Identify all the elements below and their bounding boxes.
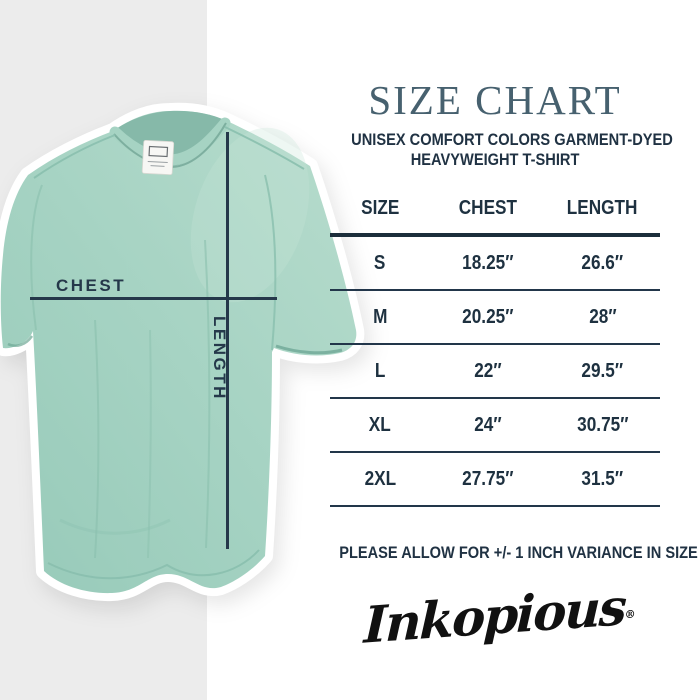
length-cell: 30.75″ (576, 413, 629, 436)
length-cell: 28″ (588, 305, 617, 328)
chest-measure-label: CHEST (56, 276, 127, 295)
column-header-length: LENGTH (567, 196, 638, 219)
column-header-chest: CHEST (458, 196, 517, 219)
size-table: SIZE CHEST LENGTH S 18.25″ 26.6″ M 20.25… (330, 183, 660, 507)
registered-trademark-icon: ® (624, 607, 636, 622)
table-row: M 20.25″ 28″ (330, 291, 660, 345)
chest-cell: 27.75″ (461, 467, 514, 490)
table-row: S 18.25″ 26.6″ (330, 237, 660, 291)
page-subtitle: UNISEX COMFORT COLORS GARMENT-DYED HEAVY… (325, 130, 673, 170)
brand-logo: Inkopious® (354, 576, 645, 656)
size-cell: M (372, 305, 388, 328)
subtitle-line-2: HEAVYWEIGHT T-SHIRT (410, 150, 580, 169)
chest-cell: 24″ (473, 413, 502, 436)
length-measure-line (226, 132, 229, 549)
size-cell: 2XL (364, 467, 396, 490)
brand-logo-text: Inkopious (363, 577, 626, 655)
chest-cell: 18.25″ (461, 251, 514, 274)
size-cell: L (374, 359, 386, 382)
fabric-seams (30, 126, 305, 580)
length-measure-label: LENGTH (210, 316, 229, 401)
size-table-header-row: SIZE CHEST LENGTH (330, 183, 660, 237)
shirt-neck-tag (141, 139, 175, 176)
column-header-size: SIZE (360, 196, 400, 219)
length-cell: 26.6″ (581, 251, 624, 274)
length-cell: 31.5″ (581, 467, 624, 490)
table-row: 2XL 27.75″ 31.5″ (330, 453, 660, 507)
subtitle-line-1: UNISEX COMFORT COLORS GARMENT-DYED (351, 130, 673, 149)
fabric-highlight (190, 127, 310, 303)
right-cuff-shadow (275, 344, 343, 355)
tshirt-photo (0, 102, 365, 602)
left-cuff-shadow (7, 335, 34, 347)
size-cell: S (374, 251, 386, 274)
chest-cell: 20.25″ (461, 305, 514, 328)
page-title: SIZE CHART (368, 77, 622, 123)
chest-cell: 22″ (473, 359, 502, 382)
tshirt-body (0, 102, 365, 602)
table-row: L 22″ 29.5″ (330, 345, 660, 399)
variance-note: PLEASE ALLOW FOR +/- 1 INCH VARIANCE IN … (339, 543, 698, 562)
table-row: XL 24″ 30.75″ (330, 399, 660, 453)
length-cell: 29.5″ (581, 359, 624, 382)
size-cell: XL (369, 413, 391, 436)
chest-measure-line (30, 297, 277, 300)
